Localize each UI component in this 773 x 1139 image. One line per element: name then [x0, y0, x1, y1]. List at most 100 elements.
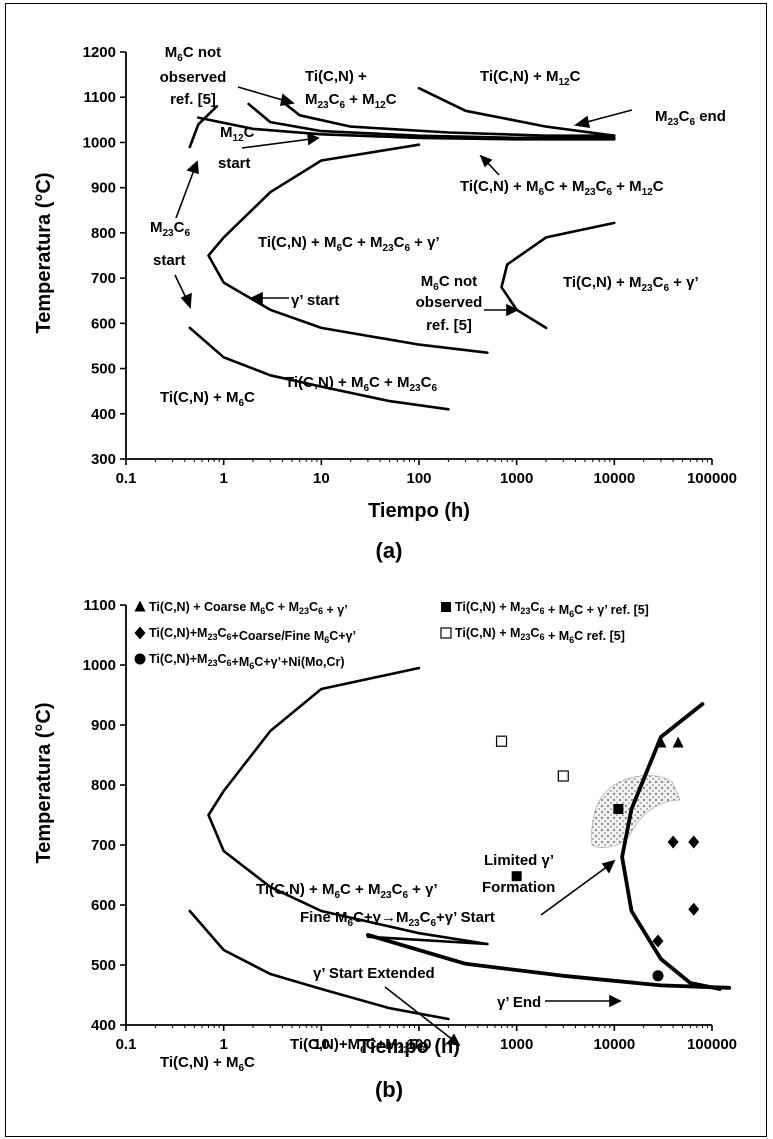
chart-a-arrows [174, 86, 633, 317]
chart-b-points [495, 735, 700, 982]
chart-a-ytick-label: 1100 [83, 89, 116, 106]
chart-a-xtick-label: 0.1 [116, 470, 137, 487]
annotation-m12c-start: M12C start [218, 124, 255, 172]
annotation-m23c6-start: M23C6 start [150, 219, 190, 269]
chart-b-curve [366, 935, 489, 946]
annotation-ticn-m6c-m23c6-gamma-a: Ti(C,N) + M6C + M23C6 + γ’ [258, 234, 440, 254]
chart-b-curves [188, 666, 732, 1021]
chart-b-point-square [511, 871, 522, 882]
svg-text:ref. [5]: ref. [5] [170, 91, 216, 108]
svg-text:M6C not: M6C not [165, 44, 221, 64]
chart-a-ytick-label: 500 [91, 361, 116, 378]
svg-text:M23C6 + M12C: M23C6 + M12C [305, 91, 397, 111]
chart-b-xlabel: Tiempo (h) [358, 1036, 460, 1058]
legend-item: Ti(C,N)+M23C6+M6C+γ’+Ni(Mo,Cr) [134, 652, 345, 671]
chart-a-curves [188, 86, 616, 411]
chart-a-xtick-label: 1 [219, 470, 227, 487]
annotation-m6c-not-observed-a: M6C not observed ref. [5] [160, 44, 227, 108]
chart-b-point-diamond [688, 835, 700, 849]
svg-text:Ti(C,N) +: Ti(C,N) + [305, 68, 367, 85]
limited-gamma-region [591, 775, 681, 848]
chart-a-ytick-label: 900 [91, 180, 116, 197]
chart-b-xtick-label: 1000 [500, 1036, 533, 1053]
legend-label: Ti(C,N) + M23C6 + M6C + γ’ ref. [5] [455, 600, 649, 619]
chart-a-curve [500, 221, 616, 330]
chart-a-curve [281, 100, 616, 137]
chart-b-ytick-label: 800 [91, 777, 116, 794]
svg-text:M23C6: M23C6 [150, 219, 190, 239]
legend-item: Ti(C,N) + Coarse M6C + M23C6 + γ’ [134, 600, 348, 617]
chart-a-caption: (a) [376, 538, 403, 563]
chart-b: 400 500 600 700 800 900 1000 1100 0.1 1 10 100 1000 1… [33, 597, 737, 1102]
annotation-gamma-end: γ’ End [497, 994, 541, 1011]
chart-a-ytick-label: 300 [91, 451, 116, 468]
svg-text:ref. [5]: ref. [5] [426, 317, 472, 334]
chart-b-xtick-label: 0.1 [116, 1036, 137, 1053]
legend-marker-diamond [134, 626, 146, 640]
annotation-ticn-m12c: Ti(C,N) + M12C [480, 68, 581, 88]
svg-text:M12C: M12C [220, 124, 255, 144]
chart-b-xtick-label: 100000 [687, 1036, 737, 1053]
chart-b-point-diamond [667, 835, 679, 849]
annotation-ticn-m6c-m23c6-gamma-b: Ti(C,N) + M6C + M23C6 + γ’ [256, 881, 438, 901]
chart-a-ytick-label: 700 [91, 270, 116, 287]
chart-a-xtick-label: 1000 [500, 470, 533, 487]
chart-a: 300 400 500 600 700 800 900 1000 1100 1200 0.1 1 10 1… [33, 44, 737, 563]
chart-a-ytick-label: 1000 [83, 134, 116, 151]
chart-b-point-circle [652, 970, 664, 982]
legend-item: Ti(C,N) + M23C6 + M6C ref. [5] [440, 626, 625, 645]
chart-a-xtick-label: 100000 [687, 470, 737, 487]
legend-marker-triangle [134, 600, 146, 612]
svg-text:observed: observed [416, 294, 483, 311]
chart-b-ytick-label: 600 [91, 897, 116, 914]
chart-b-caption: (b) [375, 1077, 403, 1102]
chart-a-xtick-label: 10 [313, 470, 330, 487]
legend-marker-open-square [440, 627, 452, 639]
chart-a-ytick-label: 800 [91, 225, 116, 242]
legend-item: Ti(C,N) + M23C6 + M6C + γ’ ref. [5] [441, 600, 649, 619]
chart-b-ytick-label: 900 [91, 717, 116, 734]
chart-b-ytick-label: 700 [91, 837, 116, 854]
chart-a-curve [417, 86, 616, 137]
svg-text:M6C not: M6C not [421, 273, 477, 293]
annotation-m6c-not-observed-a2: M6C not observed ref. [5] [416, 273, 483, 334]
chart-b-point-diamond [652, 934, 664, 948]
legend-marker-circle [134, 653, 146, 665]
chart-b-legend: Ti(C,N) + Coarse M6C + M23C6 + γ’ Ti(C,N)… [134, 600, 649, 671]
chart-b-axes: 400 500 600 700 800 900 1000 1100 0.1 1 10 100 1000 1… [83, 597, 737, 1053]
chart-b-curve [620, 702, 722, 991]
annotation-ticn-m6c-a: Ti(C,N) + M6C [160, 389, 255, 409]
legend-label: Ti(C,N) + M23C6 + M6C ref. [5] [455, 626, 625, 645]
chart-a-xlabel: Tiempo (h) [368, 500, 470, 522]
chart-b-xtick-label: 100 [406, 1036, 431, 1053]
chart-b-ytick-label: 1000 [83, 657, 116, 674]
chart-a-xtick-label: 100 [406, 470, 431, 487]
chart-b-ytick-label: 1100 [83, 597, 116, 614]
chart-a-ytick-label: 400 [91, 406, 116, 423]
chart-b-ytick-label: 500 [91, 957, 116, 974]
annotation-ticn-m23c6-m12c: Ti(C,N) + M23C6 + M12C [305, 68, 397, 111]
chart-b-point-square [613, 804, 624, 814]
annotation-ticn-m6c-m23c6-m12c: Ti(C,N) + M6C + M23C6 + M12C [460, 178, 664, 198]
svg-text:Limited γ’: Limited γ’ [484, 852, 554, 869]
chart-b-xtick-label: 10 [313, 1036, 330, 1053]
chart-b-point-diamond [688, 902, 700, 916]
legend-item: Ti(C,N)+M23C6+Coarse/Fine M6C+γ’ [134, 626, 356, 645]
svg-text:start: start [218, 155, 251, 172]
chart-b-point-open-square [557, 770, 569, 782]
chart-b-curve [207, 666, 489, 946]
chart-a-curve [188, 105, 219, 149]
chart-b-curve [366, 933, 732, 990]
chart-a-ylabel: Temperatura (°C) [33, 173, 55, 334]
chart-a-axes: 300 400 500 600 700 800 900 1000 1100 1200 0.1 1 10 1… [83, 44, 737, 487]
svg-text:start: start [153, 252, 186, 269]
chart-b-curve [188, 909, 450, 1021]
annotation-ticn-m6c-m23c6-b: Ti(C,N)+M6C+M23C6 [290, 1036, 426, 1056]
annotation-ticn-m6c-b: Ti(C,N) + M6C [160, 1054, 255, 1074]
annotation-gamma-start-extended: γ’ Start Extended [313, 965, 435, 982]
chart-a-ytick-label: 1200 [83, 44, 116, 61]
chart-b-point-triangle [672, 736, 684, 748]
chart-b-arrows [384, 859, 622, 1047]
svg-text:Formation: Formation [482, 879, 555, 896]
chart-b-point-open-square [495, 735, 508, 747]
